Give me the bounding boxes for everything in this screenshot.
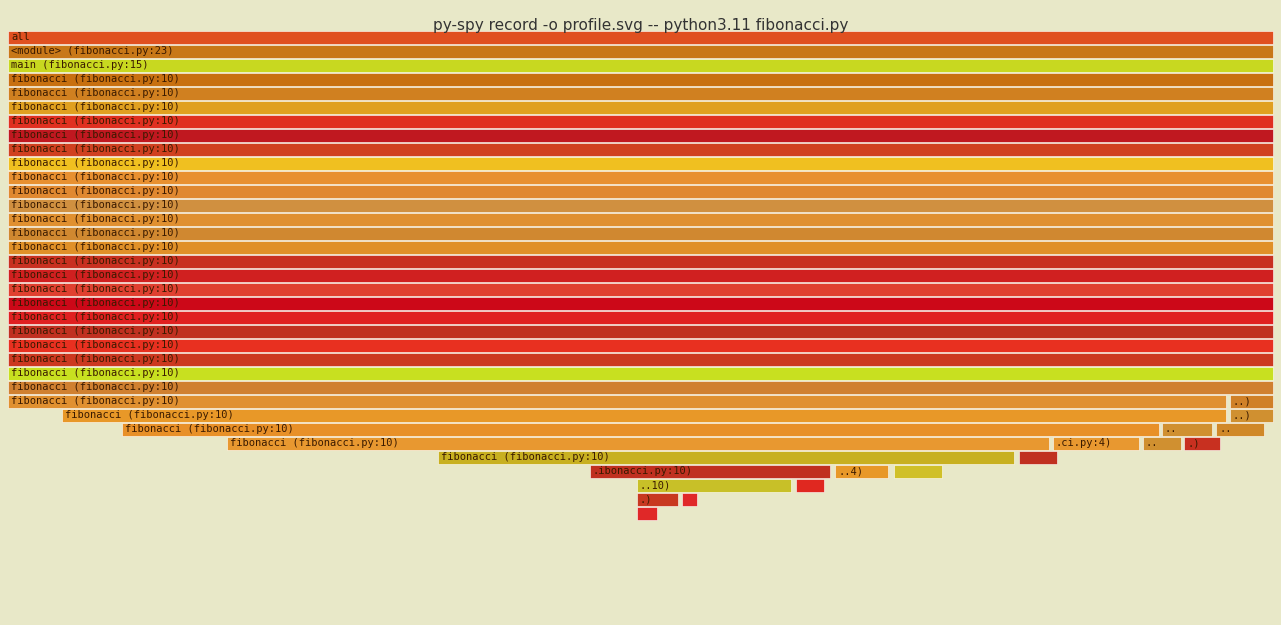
Text: fibonacci (fibonacci.py:10): fibonacci (fibonacci.py:10) [12, 144, 179, 154]
Text: fibonacci (fibonacci.py:10): fibonacci (fibonacci.py:10) [12, 229, 179, 239]
Bar [63, 409, 1226, 422]
Bar [8, 255, 1273, 268]
Text: fibonacci (fibonacci.py:10): fibonacci (fibonacci.py:10) [65, 411, 234, 421]
Bar [8, 45, 1273, 58]
Bar [8, 325, 1273, 338]
Text: ..: .. [1220, 424, 1231, 434]
Text: ..): ..) [1234, 396, 1252, 406]
Text: fibonacci (fibonacci.py:10): fibonacci (fibonacci.py:10) [12, 186, 179, 196]
Text: fibonacci (fibonacci.py:10): fibonacci (fibonacci.py:10) [441, 452, 610, 462]
Bar [8, 73, 1273, 86]
Text: fibonacci (fibonacci.py:10): fibonacci (fibonacci.py:10) [12, 89, 179, 99]
Text: fibonacci (fibonacci.py:10): fibonacci (fibonacci.py:10) [12, 159, 179, 169]
Bar [8, 101, 1273, 114]
Bar [8, 283, 1273, 296]
Bar [796, 479, 824, 492]
Bar [438, 451, 1013, 464]
Bar [1185, 437, 1220, 450]
Text: fibonacci (fibonacci.py:10): fibonacci (fibonacci.py:10) [12, 396, 179, 406]
Text: fibonacci (fibonacci.py:10): fibonacci (fibonacci.py:10) [124, 424, 293, 434]
Text: py-spy record -o profile.svg -- python3.11 fibonacci.py: py-spy record -o profile.svg -- python3.… [433, 18, 848, 33]
Bar [8, 353, 1273, 366]
Bar [8, 31, 1273, 44]
Bar [1230, 395, 1273, 408]
Text: fibonacci (fibonacci.py:10): fibonacci (fibonacci.py:10) [12, 102, 179, 112]
Text: fibonacci (fibonacci.py:10): fibonacci (fibonacci.py:10) [12, 116, 179, 126]
Bar [683, 493, 697, 506]
Bar [8, 395, 1226, 408]
Text: fibonacci (fibonacci.py:10): fibonacci (fibonacci.py:10) [12, 131, 179, 141]
Text: ..10): ..10) [639, 481, 671, 491]
Text: fibonacci (fibonacci.py:10): fibonacci (fibonacci.py:10) [12, 369, 179, 379]
Bar [8, 311, 1273, 324]
Text: fibonacci (fibonacci.py:10): fibonacci (fibonacci.py:10) [12, 326, 179, 336]
Text: fibonacci (fibonacci.py:10): fibonacci (fibonacci.py:10) [12, 214, 179, 224]
Text: fibonacci (fibonacci.py:10): fibonacci (fibonacci.py:10) [12, 201, 179, 211]
Bar [227, 437, 1049, 450]
Text: fibonacci (fibonacci.py:10): fibonacci (fibonacci.py:10) [12, 382, 179, 392]
Bar [637, 493, 679, 506]
Bar [637, 507, 657, 520]
Text: all: all [12, 32, 29, 43]
Bar [8, 185, 1273, 198]
Text: ..: .. [1164, 424, 1177, 434]
Bar [1162, 423, 1212, 436]
Text: fibonacci (fibonacci.py:10): fibonacci (fibonacci.py:10) [12, 341, 179, 351]
Text: .): .) [639, 494, 652, 504]
Bar [8, 227, 1273, 240]
Bar [8, 143, 1273, 156]
Bar [1216, 423, 1264, 436]
Text: fibonacci (fibonacci.py:10): fibonacci (fibonacci.py:10) [12, 312, 179, 322]
Bar [8, 241, 1273, 254]
Text: ..): ..) [1234, 411, 1252, 421]
Bar [8, 129, 1273, 142]
Text: fibonacci (fibonacci.py:10): fibonacci (fibonacci.py:10) [12, 271, 179, 281]
Bar [8, 269, 1273, 282]
Bar [8, 339, 1273, 352]
Text: fibonacci (fibonacci.py:10): fibonacci (fibonacci.py:10) [12, 173, 179, 182]
Bar [8, 381, 1273, 394]
Bar [8, 115, 1273, 128]
Bar [894, 465, 942, 478]
Text: fibonacci (fibonacci.py:10): fibonacci (fibonacci.py:10) [12, 299, 179, 309]
Text: fibonacci (fibonacci.py:10): fibonacci (fibonacci.py:10) [229, 439, 398, 449]
Text: fibonacci (fibonacci.py:10): fibonacci (fibonacci.py:10) [12, 354, 179, 364]
Text: main (fibonacci.py:15): main (fibonacci.py:15) [12, 61, 149, 71]
Bar [122, 423, 1159, 436]
Bar [1230, 409, 1273, 422]
Bar [8, 199, 1273, 212]
Text: .): .) [1187, 439, 1200, 449]
Bar [8, 157, 1273, 170]
Text: fibonacci (fibonacci.py:10): fibonacci (fibonacci.py:10) [12, 284, 179, 294]
Bar [1143, 437, 1181, 450]
Bar [1018, 451, 1057, 464]
Text: ..4): ..4) [838, 466, 863, 476]
Text: ..: .. [1145, 439, 1158, 449]
Bar [8, 213, 1273, 226]
Text: .ci.py:4): .ci.py:4) [1056, 439, 1112, 449]
Text: <module> (fibonacci.py:23): <module> (fibonacci.py:23) [12, 46, 173, 56]
Bar [8, 297, 1273, 310]
Bar [8, 59, 1273, 72]
Bar [1053, 437, 1139, 450]
Bar [637, 479, 792, 492]
Text: fibonacci (fibonacci.py:10): fibonacci (fibonacci.py:10) [12, 74, 179, 84]
Bar [8, 171, 1273, 184]
Text: fibonacci (fibonacci.py:10): fibonacci (fibonacci.py:10) [12, 242, 179, 252]
Bar [589, 465, 830, 478]
Text: fibonacci (fibonacci.py:10): fibonacci (fibonacci.py:10) [12, 256, 179, 266]
Bar [835, 465, 889, 478]
Bar [8, 87, 1273, 100]
Bar [8, 367, 1273, 380]
Text: .ibonacci.py:10): .ibonacci.py:10) [593, 466, 693, 476]
